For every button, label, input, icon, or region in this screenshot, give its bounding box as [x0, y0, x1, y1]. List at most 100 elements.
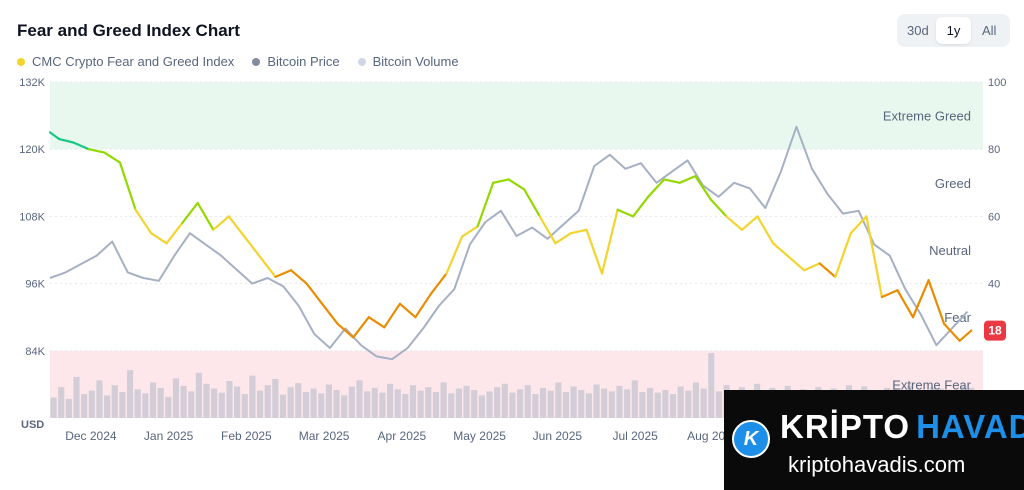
- zone-label-neutral: Neutral: [929, 243, 971, 258]
- fear-greed-segment: [445, 235, 464, 275]
- legend-item-fear-greed[interactable]: CMC Crypto Fear and Greed Index: [17, 54, 234, 69]
- volume-bar: [669, 394, 677, 418]
- watermark-logo-icon: K: [732, 420, 770, 458]
- fear-greed-segment: [243, 235, 261, 258]
- volume-bar: [585, 393, 592, 418]
- volume-bar: [180, 385, 187, 418]
- fear-greed-segment: [507, 178, 526, 191]
- fear-greed-segment: [383, 302, 401, 329]
- fear-greed-segment: [600, 208, 619, 275]
- volume-bar: [455, 388, 462, 418]
- legend-dot-fear-greed: [17, 57, 25, 66]
- volume-bar: [463, 385, 470, 418]
- watermark-brand-part2: HAVADİS: [916, 408, 1024, 445]
- volume-bar: [341, 395, 348, 418]
- volume-bar: [104, 395, 111, 418]
- volume-bar: [111, 385, 118, 418]
- fear-greed-segment: [942, 322, 961, 342]
- volume-bar: [647, 387, 654, 418]
- current-value-label: 18: [988, 324, 1002, 338]
- fear-greed-segment: [134, 208, 153, 235]
- fear-greed-segment: [165, 222, 184, 245]
- volume-bar: [226, 381, 233, 418]
- volume-bar: [685, 390, 692, 418]
- volume-bar: [218, 392, 225, 418]
- volume-bar: [402, 394, 409, 418]
- volume-bar: [73, 376, 80, 418]
- fear-greed-segment: [818, 262, 837, 278]
- fear-greed-segment: [725, 215, 744, 231]
- volume-bar: [256, 390, 264, 418]
- zone-label-extreme-fear: Extreme Fear: [892, 377, 971, 392]
- legend-item-bitcoin-volume[interactable]: Bitcoin Volume: [357, 54, 459, 69]
- fear-greed-segment: [631, 195, 650, 218]
- chart-legend: CMC Crypto Fear and Greed Index Bitcoin …: [17, 54, 459, 69]
- zone-label-extreme-greed: Extreme Greed: [883, 109, 971, 124]
- fear-greed-segment: [538, 215, 557, 245]
- fear-greed-segment: [880, 289, 899, 299]
- volume-bar: [501, 383, 508, 418]
- fear-greed-segment: [756, 215, 775, 245]
- fear-greed-segment: [72, 141, 91, 151]
- x-axis-tick: May 2025: [453, 429, 506, 443]
- volume-bar: [570, 386, 577, 418]
- legend-item-bitcoin-price[interactable]: Bitcoin Price: [252, 54, 340, 69]
- volume-bar: [81, 394, 88, 418]
- volume-bar: [134, 389, 141, 418]
- volume-bar: [356, 380, 363, 418]
- volume-bar: [616, 385, 623, 418]
- fear-greed-segment: [694, 175, 713, 201]
- x-axis-tick: Feb 2025: [221, 429, 272, 443]
- legend-label-bitcoin-price: Bitcoin Price: [267, 54, 340, 69]
- volume-bar: [692, 382, 700, 418]
- fear-greed-segment: [227, 215, 246, 238]
- fear-greed-segment: [212, 215, 230, 231]
- fear-greed-segment: [740, 215, 759, 231]
- fear-greed-segment: [616, 208, 635, 218]
- volume-bar: [608, 391, 615, 418]
- volume-bar: [448, 393, 455, 418]
- left-axis-tick: 132K: [19, 77, 45, 89]
- volume-bar: [149, 382, 157, 418]
- volume-bar: [539, 387, 547, 418]
- fear-greed-segment: [461, 225, 479, 238]
- fear-greed-segment: [87, 148, 106, 154]
- fear-greed-segment: [492, 178, 510, 184]
- range-button-30d[interactable]: 30d: [906, 23, 929, 38]
- x-axis-tick: Jun 2025: [533, 429, 583, 443]
- fear-greed-segment: [663, 178, 681, 184]
- volume-bar: [593, 384, 600, 418]
- x-axis-tick: Jan 2025: [144, 429, 194, 443]
- volume-bar: [677, 386, 684, 418]
- watermark-brand-part1: KRİPTO: [780, 408, 911, 445]
- volume-bar: [165, 396, 172, 418]
- zone-band-extreme-greed: [50, 82, 983, 150]
- fear-greed-segment: [398, 302, 417, 319]
- x-axis-tick: Dec 2024: [65, 429, 117, 443]
- fear-greed-segment: [196, 201, 215, 231]
- volume-bar: [601, 388, 608, 418]
- volume-bar: [325, 384, 332, 418]
- range-button-all[interactable]: All: [981, 23, 997, 38]
- fear-greed-segment: [958, 329, 973, 342]
- volume-bar: [142, 393, 149, 418]
- fear-greed-segment: [554, 232, 573, 245]
- volume-bar: [295, 383, 302, 418]
- fear-greed-segment: [834, 232, 852, 278]
- fear-greed-segment: [305, 282, 324, 305]
- legend-dot-bitcoin-price: [252, 57, 261, 66]
- volume-bar: [478, 395, 485, 418]
- chart-title: Fear and Greed Index Chart: [17, 21, 240, 40]
- volume-bar: [333, 389, 340, 418]
- legend-dot-bitcoin-volume: [357, 57, 366, 66]
- legend-label-fear-greed: CMC Crypto Fear and Greed Index: [32, 54, 235, 69]
- right-axis-tick: 40: [988, 279, 1000, 291]
- volume-bar: [708, 353, 715, 418]
- watermark-brand: KRİPTOHAVADİS: [780, 408, 1024, 446]
- range-button-1y[interactable]: 1y: [935, 17, 972, 44]
- volume-bar: [302, 392, 310, 418]
- fear-greed-segment: [352, 316, 370, 339]
- current-value-badge: [984, 320, 1006, 341]
- left-axis-tick: 84K: [25, 346, 45, 358]
- volume-bar: [272, 379, 279, 418]
